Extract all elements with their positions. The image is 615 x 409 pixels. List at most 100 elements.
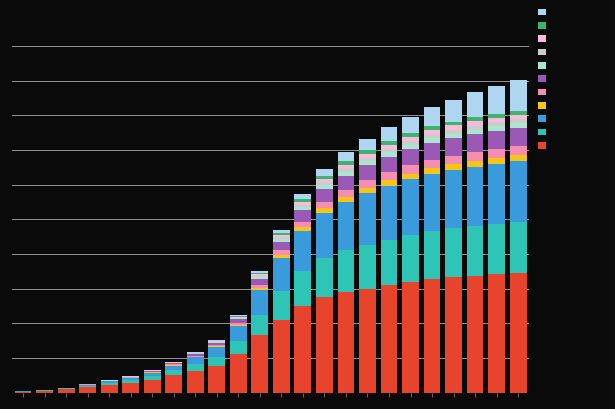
- Bar: [381, 128, 397, 142]
- Bar: [338, 251, 354, 292]
- Legend: , , , , , , , , , , : , , , , , , , , , ,: [538, 9, 547, 151]
- Bar: [208, 357, 225, 366]
- Bar: [338, 165, 354, 169]
- Bar: [402, 145, 419, 150]
- Bar: [402, 180, 419, 235]
- Bar: [467, 161, 483, 167]
- Bar: [36, 391, 53, 393]
- Bar: [252, 279, 268, 285]
- Bar: [79, 385, 96, 386]
- Bar: [488, 275, 505, 393]
- Bar: [316, 177, 333, 180]
- Bar: [273, 234, 290, 236]
- Bar: [165, 371, 182, 375]
- Bar: [230, 326, 247, 341]
- Bar: [381, 240, 397, 285]
- Bar: [424, 144, 440, 160]
- Bar: [510, 222, 526, 273]
- Bar: [359, 189, 376, 194]
- Bar: [230, 320, 247, 323]
- Bar: [230, 341, 247, 355]
- Bar: [295, 202, 311, 205]
- Bar: [252, 274, 268, 276]
- Bar: [467, 93, 483, 118]
- Bar: [467, 153, 483, 161]
- Bar: [230, 319, 247, 320]
- Bar: [122, 380, 139, 382]
- Bar: [295, 205, 311, 208]
- Bar: [359, 162, 376, 166]
- Bar: [295, 222, 311, 227]
- Bar: [445, 122, 462, 126]
- Bar: [101, 382, 117, 383]
- Bar: [295, 272, 311, 306]
- Bar: [381, 157, 397, 173]
- Bar: [122, 382, 139, 393]
- Bar: [273, 251, 290, 255]
- Bar: [273, 292, 290, 320]
- Bar: [58, 388, 74, 389]
- Bar: [208, 343, 225, 345]
- Bar: [445, 171, 462, 229]
- Bar: [402, 174, 419, 180]
- Bar: [273, 230, 290, 234]
- Bar: [338, 172, 354, 176]
- Bar: [273, 240, 290, 242]
- Bar: [252, 277, 268, 279]
- Bar: [273, 236, 290, 238]
- Bar: [208, 340, 225, 341]
- Bar: [402, 137, 419, 142]
- Bar: [208, 341, 225, 342]
- Bar: [15, 392, 31, 393]
- Bar: [510, 120, 526, 124]
- Bar: [510, 162, 526, 222]
- Bar: [295, 306, 311, 393]
- Bar: [338, 153, 354, 162]
- Bar: [230, 325, 247, 326]
- Bar: [424, 279, 440, 393]
- Bar: [359, 289, 376, 393]
- Bar: [467, 122, 483, 126]
- Bar: [230, 323, 247, 325]
- Bar: [187, 354, 204, 355]
- Bar: [187, 364, 204, 371]
- Bar: [338, 176, 354, 190]
- Bar: [316, 213, 333, 258]
- Bar: [122, 378, 139, 380]
- Bar: [187, 371, 204, 393]
- Bar: [510, 273, 526, 393]
- Bar: [467, 276, 483, 393]
- Bar: [467, 118, 483, 122]
- Bar: [359, 151, 376, 154]
- Bar: [445, 139, 462, 156]
- Bar: [381, 187, 397, 240]
- Bar: [381, 145, 397, 149]
- Bar: [424, 160, 440, 169]
- Bar: [252, 276, 268, 277]
- Bar: [381, 149, 397, 153]
- Bar: [488, 87, 505, 115]
- Bar: [445, 164, 462, 171]
- Bar: [467, 226, 483, 276]
- Bar: [338, 169, 354, 172]
- Bar: [424, 175, 440, 231]
- Bar: [316, 186, 333, 189]
- Bar: [424, 131, 440, 135]
- Bar: [252, 315, 268, 335]
- Bar: [510, 147, 526, 155]
- Bar: [381, 153, 397, 157]
- Bar: [208, 366, 225, 393]
- Bar: [79, 386, 96, 387]
- Bar: [338, 202, 354, 251]
- Bar: [488, 165, 505, 224]
- Bar: [316, 298, 333, 393]
- Bar: [402, 150, 419, 166]
- Bar: [359, 139, 376, 151]
- Bar: [467, 167, 483, 226]
- Bar: [208, 347, 225, 357]
- Bar: [510, 129, 526, 147]
- Bar: [338, 190, 354, 197]
- Bar: [273, 258, 290, 292]
- Bar: [316, 202, 333, 209]
- Bar: [510, 81, 526, 112]
